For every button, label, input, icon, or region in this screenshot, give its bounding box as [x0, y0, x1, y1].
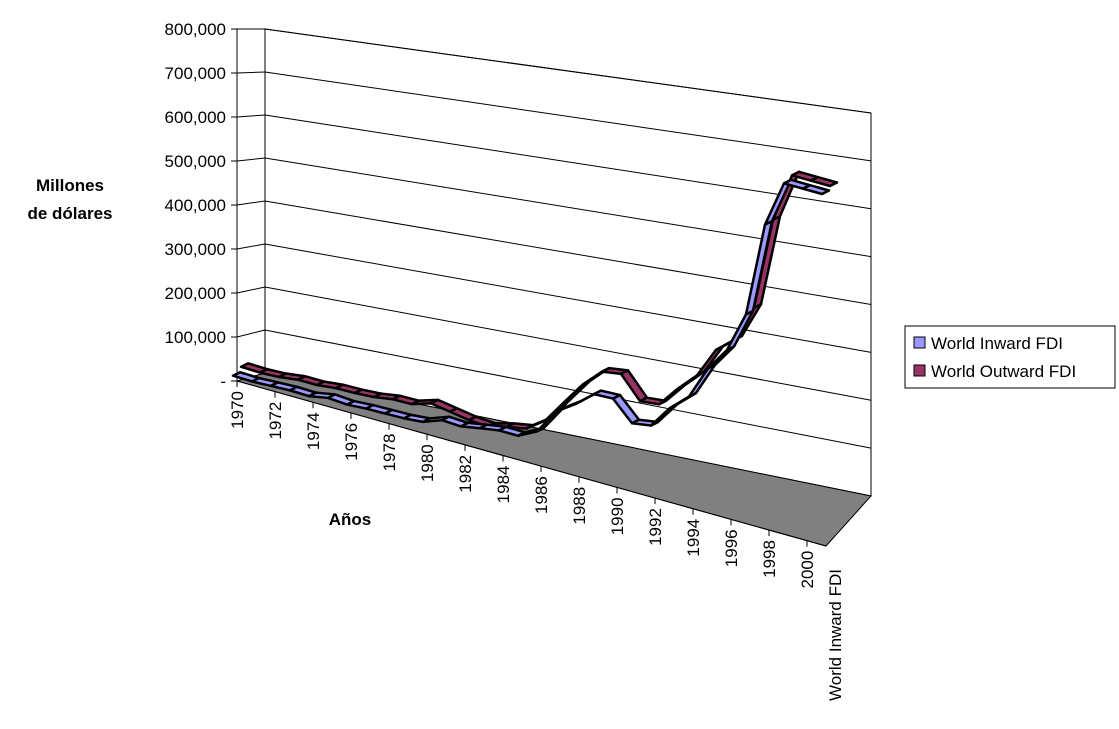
x-tick-label: 1972 [266, 402, 285, 440]
legend-swatch-outward [913, 364, 926, 377]
y-tick-label: 400,000 [165, 196, 226, 215]
y-tick-label: 700,000 [165, 64, 226, 83]
gridline-side [236, 286, 266, 294]
x-tick-label: 1974 [304, 412, 323, 450]
gridline-side [236, 243, 266, 250]
x-tick-label: 1986 [532, 476, 551, 514]
legend-label-inward: World Inward FDI [931, 334, 1063, 353]
gridline [264, 28, 872, 114]
gridline [264, 329, 872, 449]
x-tick-label: 2000 [798, 551, 817, 589]
series-0-segment [801, 183, 831, 196]
y-axis-title-line1: Millones [36, 176, 104, 195]
y-axis-title-line2: de dólares [27, 204, 112, 223]
gridline-side [236, 329, 266, 338]
legend: World Inward FDI World Outward FDI [904, 325, 1116, 389]
legend-swatch-inward [913, 336, 926, 349]
x-tick-label: 1998 [760, 540, 779, 578]
plot-area: - 100,000 200,000 300,000 400,000 500,000 600,… [165, 20, 872, 589]
y-tick-label: 100,000 [165, 328, 226, 347]
y-tick-label: 800,000 [165, 20, 226, 39]
x-tick-label: 1980 [418, 444, 437, 482]
x-tick-label: 1990 [608, 497, 627, 535]
y-tick-label: 500,000 [165, 152, 226, 171]
x-tick-label: 1988 [570, 487, 589, 525]
series-layer [231, 170, 839, 438]
x-axis-ticks: 1970 1972 1974 1976 1978 1980 1982 1984 1986 1988… [228, 381, 817, 589]
gridline-side [236, 200, 266, 206]
x-axis-title: Años [329, 510, 372, 529]
left-wall [236, 28, 266, 382]
gridline [264, 243, 872, 353]
y-tick-label: - [220, 372, 226, 391]
x-tick-label: 1994 [684, 519, 703, 557]
gridline-side [236, 114, 266, 118]
x-tick-label: 1996 [722, 529, 741, 567]
x-tick-label: 1982 [456, 455, 475, 493]
x-axis-line [236, 380, 827, 547]
legend-label-outward: World Outward FDI [931, 362, 1076, 381]
series-1-segment [809, 175, 839, 188]
gridline [264, 71, 872, 162]
x-tick-label: 1970 [228, 391, 247, 429]
gridline [264, 114, 872, 210]
gridline [264, 200, 872, 305]
gridline [264, 286, 872, 401]
gridline-side [236, 71, 266, 74]
depth-axis-label: World Inward FDI [826, 569, 845, 701]
x-tick-label: 1992 [646, 508, 665, 546]
x-tick-label: 1976 [342, 423, 361, 461]
legend-box [904, 325, 1116, 389]
y-tick-label: 200,000 [165, 284, 226, 303]
y-axis-ticks: - 100,000 200,000 300,000 400,000 500,000 600,… [165, 20, 237, 391]
y-tick-label: 300,000 [165, 240, 226, 259]
y-tick-label: 600,000 [165, 108, 226, 127]
x-tick-label: 1978 [380, 434, 399, 472]
gridline-side [236, 157, 266, 162]
x-tick-label: 1984 [494, 466, 513, 504]
